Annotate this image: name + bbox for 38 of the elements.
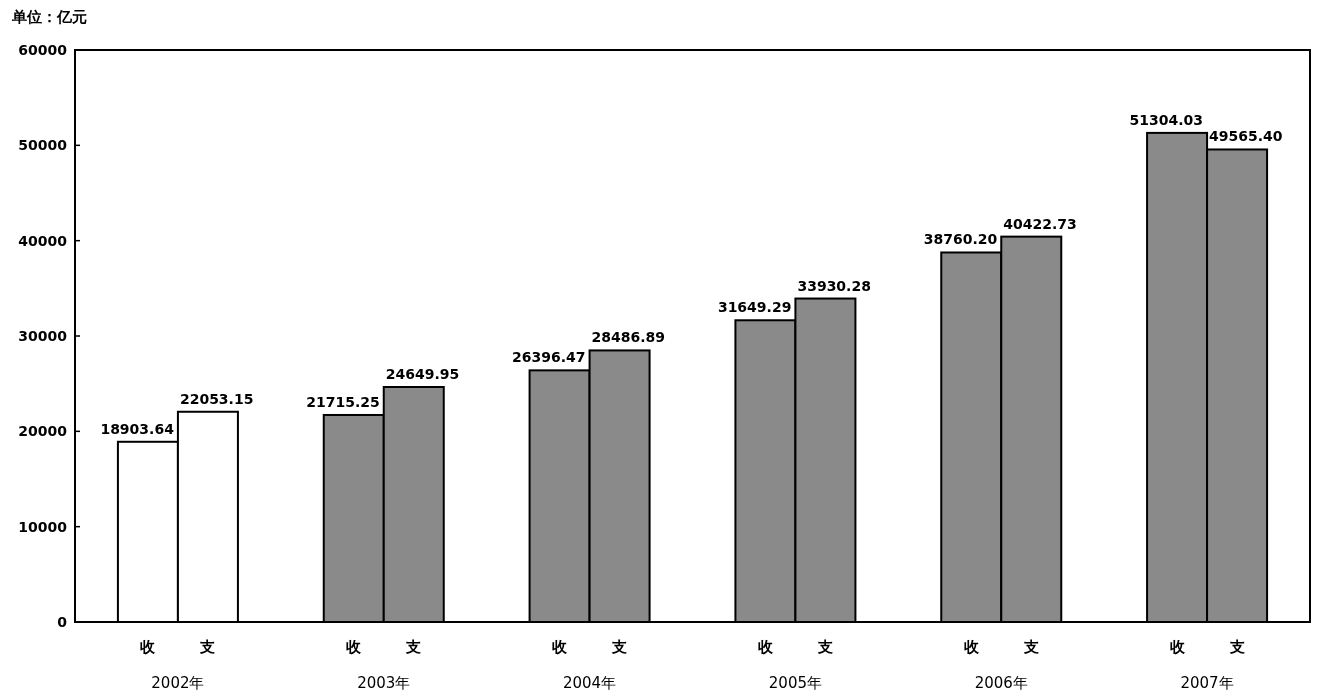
series-label: 支 <box>199 638 216 656</box>
y-tick-label: 40000 <box>18 232 68 249</box>
data-label: 28486.89 <box>591 329 666 346</box>
text: 支 <box>406 638 422 656</box>
y-tick-label: 0 <box>57 614 68 630</box>
data-label: 38760.20 <box>923 231 998 248</box>
y-tick-label: 60000 <box>18 42 68 58</box>
text: 收 <box>1169 638 1185 656</box>
y-tick-label: 10000 <box>18 518 68 535</box>
y-tick-label: 50000 <box>18 137 68 154</box>
data-label: 22053.15 <box>179 390 254 407</box>
text: 支 <box>1229 638 1245 656</box>
data-label: 18903.64 <box>100 420 175 437</box>
x-tick-label: 2007年 <box>1180 674 1234 692</box>
data-label: 21715.25 <box>306 393 380 410</box>
data-label: 40422.73 <box>1003 215 1077 232</box>
text: 收 <box>346 638 362 656</box>
text: 支 <box>817 638 833 656</box>
text: 支 <box>1023 638 1039 656</box>
data-label: 49565.40 <box>1209 128 1283 145</box>
data-label: 24649.95 <box>385 366 460 382</box>
data-label: 26396.47 <box>512 349 586 366</box>
y-axis-title: 单位：亿元 <box>11 8 87 26</box>
text: 收 <box>757 638 773 656</box>
y-tick-label: 30000 <box>18 328 68 344</box>
text: 收 <box>963 638 979 656</box>
x-tick-label: 2004年 <box>562 674 617 692</box>
text: 收 <box>552 638 568 656</box>
x-tick-label: 2006年 <box>974 674 1028 692</box>
x-tick-label: 2003年 <box>357 674 411 692</box>
data-label: 51304.03 <box>1129 111 1204 128</box>
text: 支 <box>612 638 628 656</box>
series-label: 收 <box>140 638 157 656</box>
data-label: 31649.29 <box>717 299 792 316</box>
data-label: 33930.28 <box>797 277 871 294</box>
y-tick-label: 20000 <box>18 423 68 440</box>
x-tick-label: 2002年 <box>151 674 205 692</box>
x-tick-label: 2005年 <box>768 674 823 692</box>
